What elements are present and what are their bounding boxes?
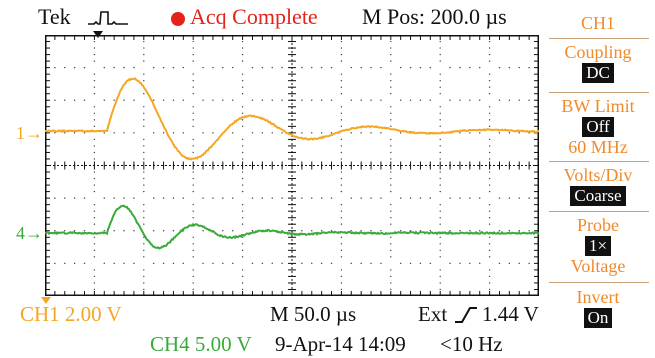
date-time: 9-Apr-14 14:09 <box>275 334 406 355</box>
menu-divider <box>549 211 649 212</box>
waveform-graticule <box>45 35 539 296</box>
rising-edge-icon <box>454 306 478 328</box>
ch1-marker-label: 1 <box>16 123 25 143</box>
ch1-trigger-source-icon <box>40 294 52 310</box>
bw-limit-extra: 60 MHz <box>541 138 655 156</box>
coupling-button[interactable]: Coupling DC <box>541 43 655 83</box>
volts-div-title: Volts/Div <box>541 166 655 184</box>
arrow-right-icon: → <box>25 223 43 243</box>
record-indicator-icon <box>170 11 186 31</box>
probe-extra: Voltage <box>541 257 655 275</box>
timebase-readout: M 50.0 µs <box>270 304 356 325</box>
volts-div-button[interactable]: Volts/Div Coarse <box>541 166 655 206</box>
ch4-scale-readout: CH4 5.00 V <box>150 334 252 355</box>
brand-label: Tek <box>38 6 71 28</box>
trigger-level: 1.44 V <box>482 304 539 325</box>
ch4-ground-marker[interactable]: 4→ <box>16 224 43 242</box>
menu-divider <box>549 282 649 283</box>
bw-limit-value: Off <box>582 117 613 137</box>
trigger-position-marker-icon <box>92 28 104 44</box>
acquisition-status: Acq Complete <box>190 6 318 28</box>
ch1-ground-marker[interactable]: 1→ <box>16 124 43 142</box>
invert-button[interactable]: Invert On <box>541 288 655 328</box>
invert-title: Invert <box>541 288 655 306</box>
coupling-value: DC <box>582 63 614 83</box>
arrow-right-icon: → <box>25 123 43 143</box>
ch4-marker-label: 4 <box>16 223 25 243</box>
invert-value: On <box>584 308 613 328</box>
coupling-title: Coupling <box>541 43 655 61</box>
menu-divider <box>549 161 649 162</box>
menu-divider <box>549 92 649 93</box>
probe-button[interactable]: Probe 1× Voltage <box>541 216 655 275</box>
ch1-scale-readout: CH1 2.00 V <box>20 304 122 325</box>
trigger-frequency: <10 Hz <box>440 334 503 355</box>
bw-limit-title: BW Limit <box>541 97 655 115</box>
channel-menu: CH1 Coupling DC BW Limit Off 60 MHz Volt… <box>541 0 655 300</box>
horizontal-position: M Pos: 200.0 µs <box>362 6 507 28</box>
probe-title: Probe <box>541 216 655 234</box>
menu-channel-title: CH1 <box>541 14 655 32</box>
trigger-source: Ext <box>418 304 447 325</box>
menu-divider <box>549 38 649 39</box>
volts-div-value: Coarse <box>570 186 625 206</box>
bw-limit-button[interactable]: BW Limit Off 60 MHz <box>541 97 655 156</box>
probe-value: 1× <box>585 236 611 256</box>
